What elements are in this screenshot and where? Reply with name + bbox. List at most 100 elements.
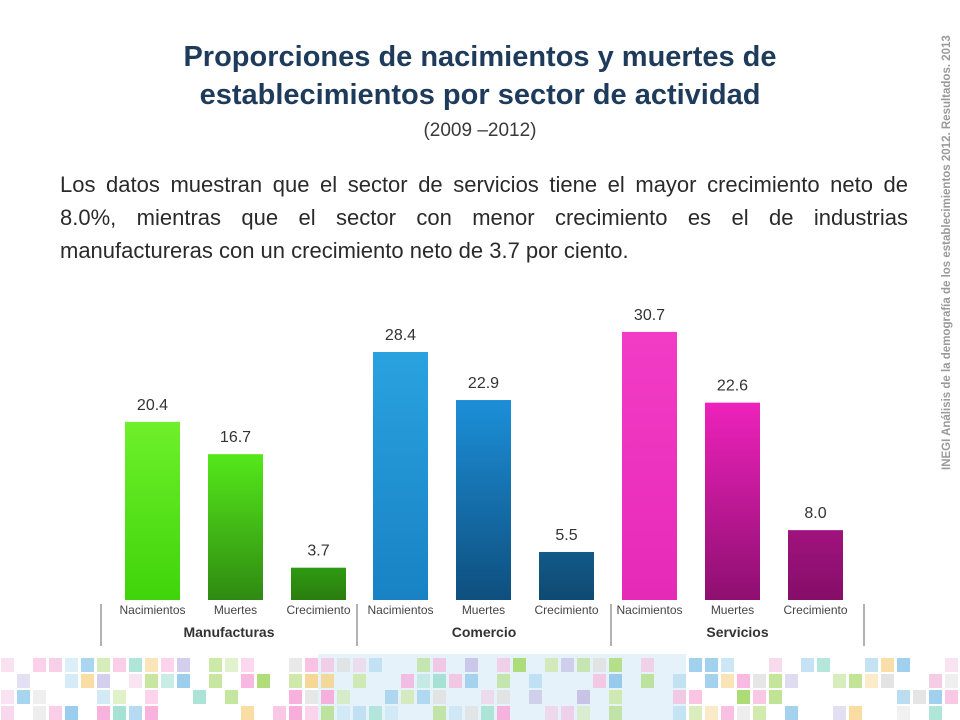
mosaic-tile bbox=[577, 706, 590, 720]
mosaic-tile bbox=[529, 690, 542, 704]
data-label: 22.6 bbox=[717, 378, 748, 395]
title-line-2: establecimientos por sector de actividad bbox=[199, 79, 761, 111]
bar-servicios-nacimientos bbox=[622, 331, 677, 600]
mosaic-tile bbox=[609, 690, 622, 704]
mosaic-tile bbox=[97, 690, 110, 704]
data-label: 20.4 bbox=[137, 397, 168, 414]
mosaic-tile bbox=[721, 658, 734, 672]
mosaic-tile bbox=[417, 674, 430, 688]
category-label: Nacimientos bbox=[616, 603, 682, 617]
category-label: Muertes bbox=[214, 603, 257, 617]
mosaic-tile bbox=[785, 674, 798, 688]
mosaic-tile bbox=[929, 706, 942, 720]
mosaic-tile bbox=[929, 674, 942, 688]
mosaic-tile bbox=[705, 674, 718, 688]
mosaic-tile bbox=[753, 706, 766, 720]
sidebar-vertical-text: INEGI Análisis de la demografía de los e… bbox=[941, 35, 953, 470]
mosaic-tile bbox=[673, 690, 686, 704]
mosaic-tile bbox=[321, 658, 334, 672]
mosaic-tile bbox=[433, 674, 446, 688]
mosaic-tile bbox=[353, 706, 366, 720]
mosaic-tile bbox=[209, 658, 222, 672]
mosaic-tile bbox=[865, 674, 878, 688]
mosaic-tile bbox=[241, 674, 254, 688]
mosaic-tile bbox=[913, 690, 926, 704]
mosaic-tile bbox=[145, 690, 158, 704]
decorative-mosaic bbox=[1, 654, 958, 720]
mosaic-tile bbox=[737, 690, 750, 704]
mosaic-tile bbox=[609, 706, 622, 720]
mosaic-tile bbox=[1, 690, 14, 704]
mosaic-tile bbox=[97, 674, 110, 688]
bar-servicios-muertes bbox=[705, 402, 760, 600]
mosaic-tile bbox=[81, 658, 94, 672]
mosaic-tile bbox=[897, 658, 910, 672]
mosaic-tile bbox=[897, 706, 910, 720]
mosaic-tile bbox=[49, 706, 62, 720]
mosaic-tile bbox=[1, 658, 14, 672]
mosaic-tile bbox=[353, 674, 366, 688]
mosaic-tile bbox=[401, 690, 414, 704]
mosaic-tile bbox=[689, 690, 702, 704]
mosaic-tile bbox=[881, 658, 894, 672]
mosaic-tile bbox=[497, 658, 510, 672]
mosaic-tile bbox=[897, 690, 910, 704]
mosaic-tile bbox=[97, 658, 110, 672]
mosaic-tile bbox=[881, 674, 894, 688]
mosaic-tile bbox=[673, 706, 686, 720]
mosaic-tile bbox=[737, 674, 750, 688]
mosaic-tile bbox=[289, 706, 302, 720]
bar-manufacturas-muertes bbox=[208, 454, 263, 600]
mosaic-tile bbox=[161, 658, 174, 672]
data-label: 5.5 bbox=[555, 527, 577, 544]
mosaic-tile bbox=[801, 658, 814, 672]
mosaic-tile bbox=[545, 706, 558, 720]
mosaic-tile bbox=[33, 706, 46, 720]
mosaic-tile bbox=[145, 706, 158, 720]
mosaic-tile bbox=[673, 674, 686, 688]
mosaic-tile bbox=[689, 706, 702, 720]
mosaic-tile bbox=[321, 674, 334, 688]
mosaic-tile bbox=[465, 706, 478, 720]
mosaic-tile bbox=[433, 690, 446, 704]
mosaic-tile bbox=[817, 658, 830, 672]
mosaic-tile bbox=[545, 658, 558, 672]
mosaic-tile bbox=[481, 690, 494, 704]
mosaic-tile bbox=[225, 690, 238, 704]
mosaic-tile bbox=[17, 674, 30, 688]
mosaic-tile bbox=[481, 706, 494, 720]
title-line-1: Proporciones de nacimientos y muertes de bbox=[183, 41, 777, 73]
mosaic-tile bbox=[369, 658, 382, 672]
mosaic-tile bbox=[769, 674, 782, 688]
mosaic-tile bbox=[321, 690, 334, 704]
category-label: Muertes bbox=[711, 603, 754, 617]
sidebar-label: INEGI Análisis de la demografía de los e… bbox=[941, 35, 953, 470]
mosaic-tile bbox=[369, 706, 382, 720]
data-label: 8.0 bbox=[804, 505, 826, 522]
category-label: Crecimiento bbox=[783, 603, 847, 617]
mosaic-tile bbox=[33, 690, 46, 704]
mosaic-tile bbox=[241, 658, 254, 672]
mosaic-tile bbox=[849, 706, 862, 720]
mosaic-tile bbox=[241, 706, 254, 720]
mosaic-tile bbox=[721, 706, 734, 720]
mosaic-tile bbox=[289, 674, 302, 688]
data-label: 3.7 bbox=[307, 543, 329, 560]
mosaic-tile bbox=[177, 674, 190, 688]
mosaic-tile bbox=[145, 674, 158, 688]
mosaic-tile bbox=[385, 690, 398, 704]
mosaic-tile bbox=[305, 674, 318, 688]
mosaic-tile bbox=[65, 706, 78, 720]
mosaic-tile bbox=[65, 658, 78, 672]
category-label: Nacimientos bbox=[119, 603, 185, 617]
mosaic-tile bbox=[417, 658, 430, 672]
group-label: Comercio bbox=[452, 624, 517, 640]
category-label: Muertes bbox=[462, 603, 505, 617]
mosaic-tile bbox=[305, 658, 318, 672]
mosaic-tile bbox=[17, 690, 30, 704]
description-paragraph: Los datos muestran que el sector de serv… bbox=[60, 172, 908, 263]
mosaic-tile bbox=[433, 658, 446, 672]
mosaic-tile bbox=[449, 706, 462, 720]
category-label: Nacimientos bbox=[367, 603, 433, 617]
mosaic-tile bbox=[561, 658, 574, 672]
